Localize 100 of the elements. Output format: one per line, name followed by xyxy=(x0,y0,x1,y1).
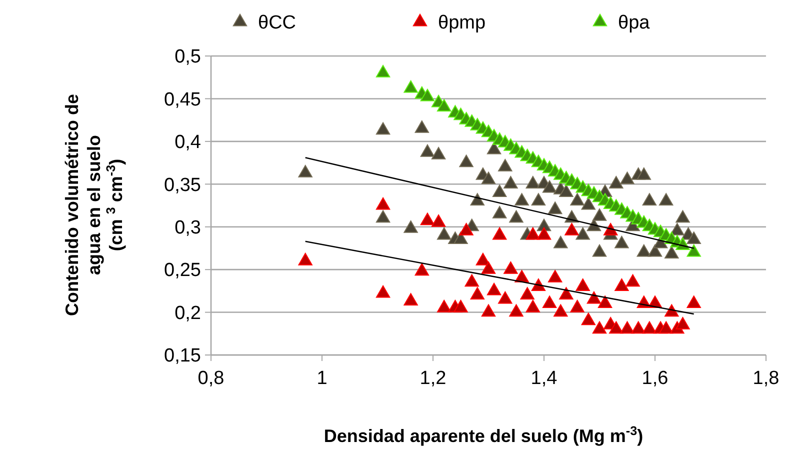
point xyxy=(459,223,474,236)
point xyxy=(526,300,540,312)
point xyxy=(686,232,701,244)
point xyxy=(420,212,435,226)
point xyxy=(548,270,562,282)
point xyxy=(581,197,596,210)
point xyxy=(504,176,518,188)
point xyxy=(531,193,546,206)
point xyxy=(376,64,390,78)
point xyxy=(414,263,429,276)
point xyxy=(404,293,418,306)
point xyxy=(526,227,540,240)
point xyxy=(592,244,607,257)
point xyxy=(636,168,651,180)
point xyxy=(686,296,701,308)
point xyxy=(636,244,651,257)
point xyxy=(576,227,590,240)
y-tick-label: 0,3 xyxy=(174,218,201,239)
point xyxy=(376,285,390,298)
point xyxy=(509,210,524,223)
point xyxy=(437,99,452,112)
x-tick-label: 0,8 xyxy=(198,368,224,389)
point xyxy=(498,158,512,172)
point xyxy=(592,321,607,334)
point xyxy=(492,206,507,218)
point xyxy=(481,172,496,184)
x-tick-label: 1,4 xyxy=(530,368,558,389)
point xyxy=(581,312,596,326)
point xyxy=(404,80,418,93)
point xyxy=(504,261,518,274)
x-tick-label: 1,8 xyxy=(752,368,780,389)
x-tick-label: 1,2 xyxy=(420,368,446,389)
point xyxy=(514,193,529,206)
point xyxy=(437,300,452,312)
y-tick-label: 0,4 xyxy=(174,132,202,154)
point xyxy=(620,172,634,184)
point xyxy=(492,227,507,240)
point xyxy=(686,244,701,257)
point xyxy=(659,321,674,334)
point xyxy=(520,287,534,300)
point xyxy=(376,197,390,210)
point xyxy=(414,120,429,133)
legend-label: θpmp xyxy=(438,12,486,34)
point xyxy=(404,220,418,233)
point xyxy=(648,244,662,257)
point xyxy=(431,214,446,227)
point xyxy=(454,232,468,244)
point xyxy=(298,164,312,178)
point xyxy=(620,321,634,334)
point xyxy=(454,300,468,312)
point xyxy=(548,202,562,214)
point xyxy=(498,291,512,304)
x-tick-label: 1,6 xyxy=(642,368,668,389)
point xyxy=(298,252,312,266)
point xyxy=(631,321,646,334)
point xyxy=(592,208,607,221)
point xyxy=(614,278,629,291)
y-tick-label: 0,2 xyxy=(174,302,201,324)
point xyxy=(486,282,502,296)
point xyxy=(664,246,679,258)
point xyxy=(559,287,574,300)
point xyxy=(420,88,435,102)
point xyxy=(576,278,590,291)
point xyxy=(659,193,674,206)
point xyxy=(598,296,612,308)
point xyxy=(481,261,496,274)
point xyxy=(676,210,690,223)
point xyxy=(626,274,640,287)
y-tick-label: 0,5 xyxy=(174,46,201,68)
x-axis-title: Densidad aparente del suelo (Mg m$^{-3}$) xyxy=(324,424,644,446)
x-tick-label: 1 xyxy=(316,368,328,389)
point xyxy=(614,236,629,248)
point xyxy=(376,122,390,135)
y-tick-label: 0,25 xyxy=(164,260,201,282)
point xyxy=(526,176,540,188)
point xyxy=(609,176,624,188)
point xyxy=(476,252,490,266)
point xyxy=(509,304,524,317)
point xyxy=(676,317,690,330)
point xyxy=(536,227,552,240)
point xyxy=(464,274,479,287)
point xyxy=(420,144,435,157)
point xyxy=(376,210,390,223)
point xyxy=(470,193,484,206)
point xyxy=(481,304,496,317)
point xyxy=(609,321,624,334)
point xyxy=(642,193,657,206)
point xyxy=(642,321,657,334)
point xyxy=(492,184,507,197)
point xyxy=(564,223,579,236)
point xyxy=(554,236,568,248)
point xyxy=(486,142,502,154)
point xyxy=(670,223,684,236)
point xyxy=(470,287,484,300)
legend-label: θCC xyxy=(258,12,296,34)
point xyxy=(559,184,574,197)
y-tick-label: 0,45 xyxy=(164,89,201,110)
y-tick-label: 0,35 xyxy=(164,174,201,196)
point xyxy=(459,154,474,168)
y-tick-label: 0,15 xyxy=(164,346,201,367)
